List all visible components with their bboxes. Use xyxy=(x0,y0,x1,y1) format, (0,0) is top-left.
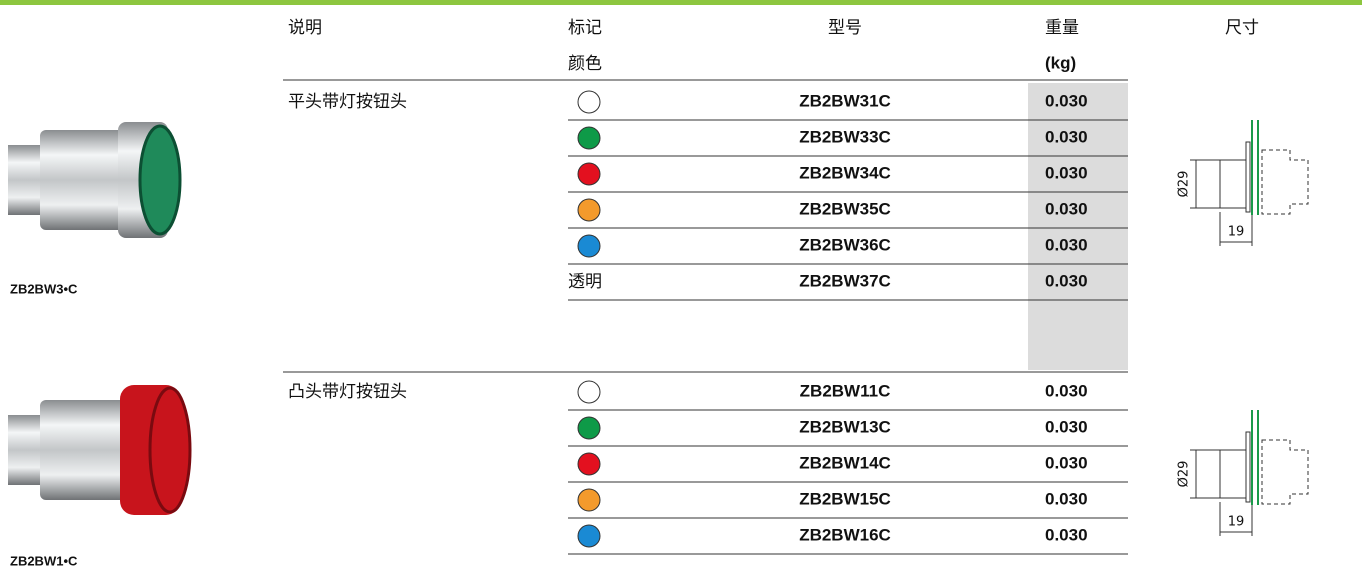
weight: 0.030 xyxy=(1045,381,1088,400)
header-weight: (kg) xyxy=(1045,53,1076,72)
header-dimensions: 尺寸 xyxy=(1225,18,1259,38)
description: 凸头带灯按钮头 xyxy=(288,382,407,402)
marker-text: 透明 xyxy=(568,272,602,292)
weight: 0.030 xyxy=(1045,525,1088,544)
model: ZB2BW13C xyxy=(799,417,891,436)
model: ZB2BW37C xyxy=(799,271,891,290)
color-marker xyxy=(577,452,601,476)
dim-diameter: Ø29 xyxy=(1177,461,1192,488)
weight: 0.030 xyxy=(1045,417,1088,436)
product-body xyxy=(40,130,130,230)
product-cap-face xyxy=(148,386,192,514)
color-marker xyxy=(577,198,601,222)
dim-depth: 19 xyxy=(1228,515,1245,530)
model: ZB2BW14C xyxy=(799,453,891,472)
model: ZB2BW35C xyxy=(799,199,891,218)
description: 平头带灯按钮头 xyxy=(288,92,407,112)
weight: 0.030 xyxy=(1045,235,1088,254)
header-marker: 标记 xyxy=(568,18,602,38)
model: ZB2BW16C xyxy=(799,525,891,544)
weight: 0.030 xyxy=(1045,271,1088,290)
model: ZB2BW15C xyxy=(799,489,891,508)
dim-rear xyxy=(1261,439,1309,505)
image-caption: ZB2BW1•C xyxy=(10,553,78,568)
dim-flange xyxy=(1245,141,1251,213)
weight-shade xyxy=(1028,83,1128,370)
header-weight: 重量 xyxy=(1045,18,1079,38)
model: ZB2BW36C xyxy=(799,235,891,254)
dim-body xyxy=(1219,449,1249,499)
model: ZB2BW34C xyxy=(799,163,891,182)
header-model: 型号 xyxy=(828,18,862,38)
color-marker xyxy=(577,90,601,114)
color-marker xyxy=(577,380,601,404)
model: ZB2BW31C xyxy=(799,91,891,110)
color-marker xyxy=(577,162,601,186)
color-marker xyxy=(577,488,601,512)
color-marker xyxy=(577,126,601,150)
image-caption: ZB2BW3•C xyxy=(10,281,78,296)
dim-flange xyxy=(1245,431,1251,503)
weight: 0.030 xyxy=(1045,453,1088,472)
color-marker xyxy=(577,234,601,258)
color-marker xyxy=(577,524,601,548)
top-bar xyxy=(0,0,1362,5)
dim-body xyxy=(1219,159,1249,209)
header-marker: 颜色 xyxy=(568,54,602,74)
dim-depth: 19 xyxy=(1228,225,1245,240)
model: ZB2BW11C xyxy=(800,381,891,400)
weight: 0.030 xyxy=(1045,91,1088,110)
weight: 0.030 xyxy=(1045,199,1088,218)
dim-rear xyxy=(1261,149,1309,215)
weight: 0.030 xyxy=(1045,127,1088,146)
product-body xyxy=(40,400,130,500)
weight: 0.030 xyxy=(1045,489,1088,508)
model: ZB2BW33C xyxy=(799,127,891,146)
product-cap-face xyxy=(138,124,182,236)
color-marker xyxy=(577,416,601,440)
dim-diameter: Ø29 xyxy=(1177,171,1192,198)
header-description: 说明 xyxy=(288,18,322,38)
weight: 0.030 xyxy=(1045,163,1088,182)
